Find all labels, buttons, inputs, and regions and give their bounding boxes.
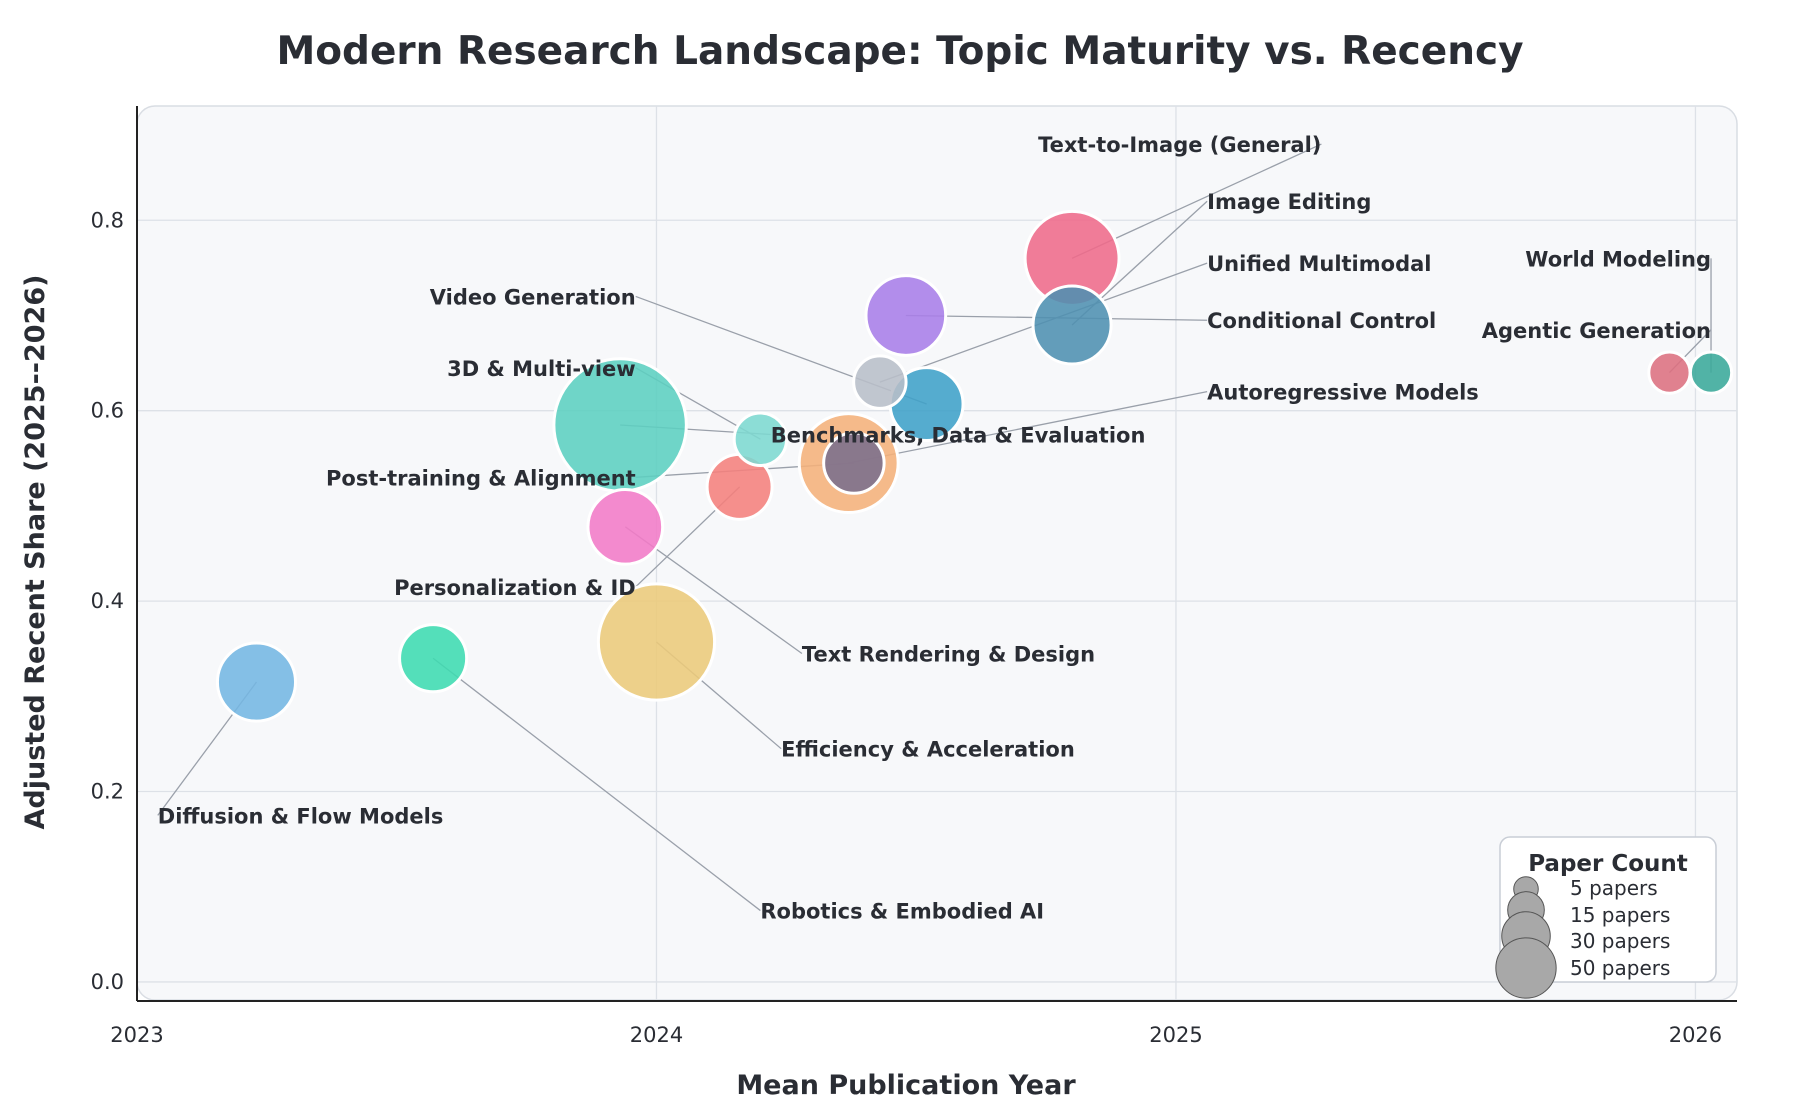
x-tick-label: 2023 — [110, 1023, 163, 1047]
legend-bubble — [1495, 937, 1557, 999]
label-conditional-control: Conditional Control — [1207, 309, 1436, 333]
bubble-post-training-and-alignment — [822, 431, 886, 495]
label-robotics-and-embodied-ai: Robotics & Embodied AI — [760, 900, 1044, 924]
axis-ticks: 2023 2024 2025 2026 0.0 0.2 0.4 0.6 0.8 — [91, 208, 1723, 1047]
legend-title: Paper Count — [1528, 851, 1688, 877]
leader-robotics-and-embodied-ai — [432, 657, 761, 912]
bubble-labels: Text-to-Image (General) Image Editing Unif… — [158, 133, 1711, 923]
chart-title: Modern Research Landscape: Topic Maturit… — [276, 29, 1523, 74]
label-personalization-and-id: Personalization & ID — [394, 576, 636, 600]
bubble-unified-multimodal — [852, 354, 908, 410]
y-tick-label: 0.4 — [91, 589, 124, 613]
bubble-conditional-control — [864, 274, 948, 357]
grid-lines — [136, 106, 1737, 1001]
label-unified-multimodal: Unified Multimodal — [1207, 252, 1431, 276]
y-tick-label: 0.2 — [91, 780, 124, 804]
leader-autoregressive-models — [848, 391, 1208, 464]
label-world-modeling: World Modeling — [1525, 247, 1711, 271]
plot-background — [136, 105, 1738, 1001]
label-agentic-generation: Agentic Generation — [1482, 319, 1711, 343]
label-diffusion-and-flow-models: Diffusion & Flow Models — [158, 804, 444, 828]
legend-entry-label: 5 papers — [1570, 876, 1658, 900]
legend-entry-label: 30 papers — [1570, 929, 1670, 953]
label-3d-and-multi-view: 3D & Multi-view — [447, 357, 636, 381]
legend-box — [1499, 836, 1717, 983]
bubble-3d-and-multi-view — [732, 411, 789, 467]
bubble-text-rendering-and-design — [586, 488, 665, 566]
x-tick-label: 2024 — [630, 1023, 683, 1047]
bubble-robotics-and-embodied-ai — [398, 623, 469, 694]
legend-entry-label: 15 papers — [1570, 903, 1670, 927]
label-efficiency-and-acceleration: Efficiency & Acceleration — [781, 738, 1075, 762]
label-autoregressive-models: Autoregressive Models — [1207, 381, 1479, 405]
y-tick-label: 0.6 — [91, 399, 124, 423]
bubble-diffusion-and-flow-models — [215, 641, 298, 723]
x-axis-label: Mean Publication Year — [736, 1070, 1076, 1101]
x-tick-label: 2025 — [1149, 1023, 1202, 1047]
y-tick-label: 0.0 — [91, 970, 124, 994]
label-video-generation: Video Generation — [430, 285, 636, 309]
y-axis-label: Adjusted Recent Share (2025--2026) — [20, 275, 51, 830]
label-text-to-image-general: Text-to-Image (General) — [1038, 133, 1321, 157]
bubble-agentic-generation — [1647, 350, 1692, 395]
bubble-image-editing — [1031, 284, 1113, 366]
label-benchmarks-data-and-evaluation: Benchmarks, Data & Evaluation — [771, 423, 1146, 447]
legend-entry-label: 50 papers — [1570, 956, 1670, 980]
bubble-efficiency-and-acceleration — [596, 582, 717, 702]
y-tick-label: 0.8 — [91, 208, 124, 232]
bubbles — [215, 209, 1734, 723]
x-tick-label: 2026 — [1669, 1023, 1722, 1047]
label-post-training-and-alignment: Post-training & Alignment — [326, 466, 636, 490]
label-image-editing: Image Editing — [1207, 190, 1371, 214]
bubble-world-modeling — [1688, 350, 1734, 395]
label-text-rendering-and-design: Text Rendering & Design — [802, 642, 1095, 666]
